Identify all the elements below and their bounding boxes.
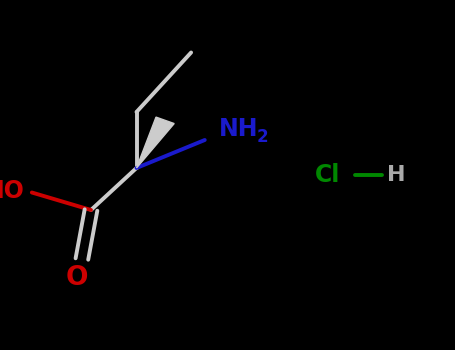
Text: NH: NH <box>218 118 258 141</box>
Text: 2: 2 <box>257 128 269 146</box>
Text: HO: HO <box>0 179 25 203</box>
Text: Cl: Cl <box>315 163 340 187</box>
Polygon shape <box>136 117 174 168</box>
Text: O: O <box>66 265 89 291</box>
Text: H: H <box>387 165 405 185</box>
